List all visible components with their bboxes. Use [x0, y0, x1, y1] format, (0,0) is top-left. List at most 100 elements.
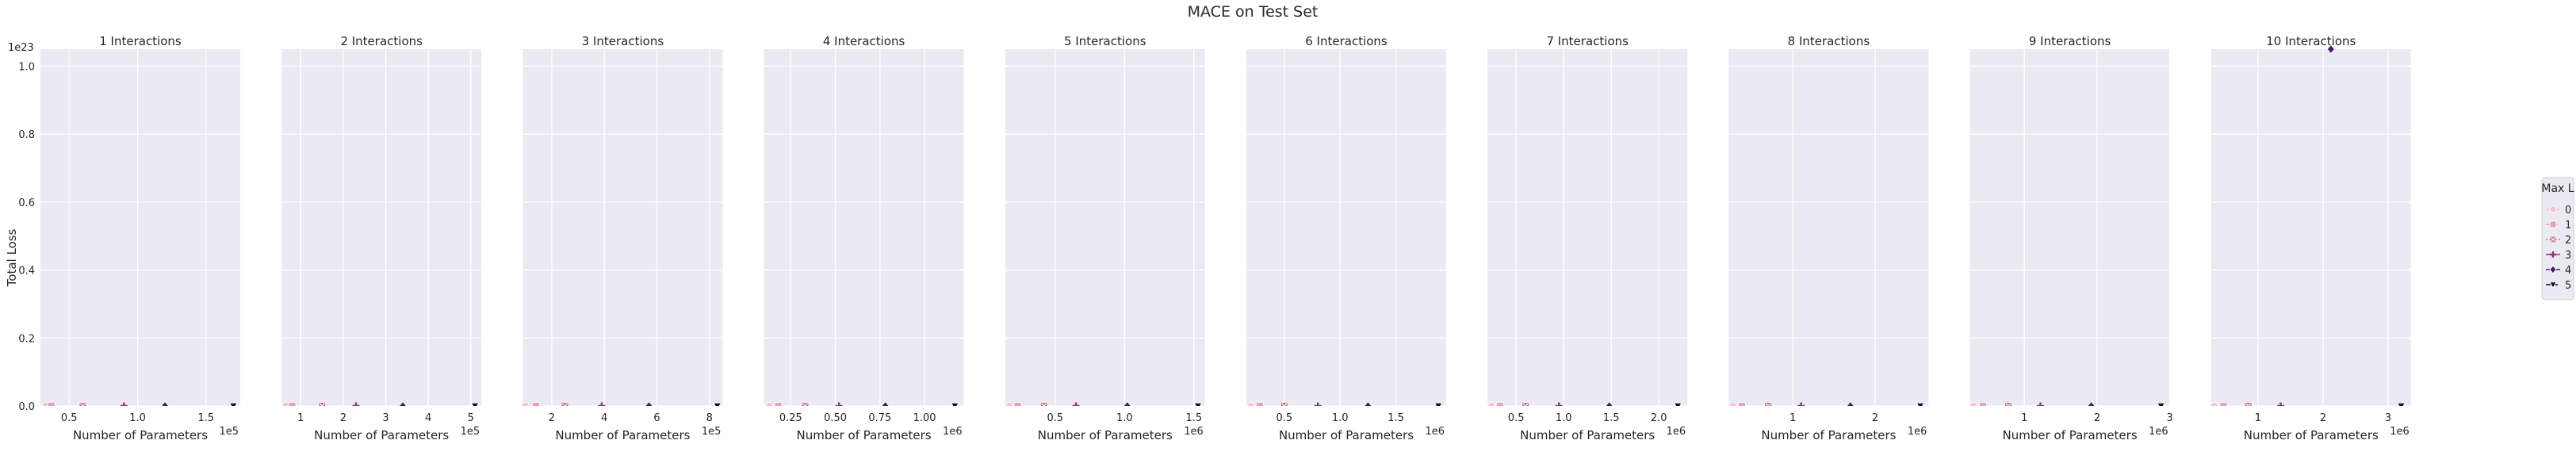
subplot: 1 2 3 9 Interactions Number of Parameters 1e6 — [1969, 34, 2173, 442]
subplot: 2 4 6 8 3 Interactions Number of Parameters 1e… — [521, 34, 723, 442]
data-point — [2036, 402, 2044, 406]
data-point — [2004, 402, 2013, 406]
data-point — [1433, 403, 1443, 406]
subplot: 1 2 8 Interactions Number of Parameters 1e6 — [1728, 34, 1929, 442]
x-tick-label: 5 — [468, 412, 474, 424]
data-point — [801, 402, 810, 406]
x-tick-label: 3 — [2385, 412, 2391, 424]
x-tick-label: 1.00 — [913, 412, 936, 424]
data-point — [1728, 402, 1737, 406]
legend-marker — [2549, 265, 2557, 274]
data-point — [2087, 400, 2096, 406]
data-point — [470, 403, 480, 406]
data-point — [1674, 403, 1682, 406]
x-axis-label: Number of Parameters — [2003, 428, 2138, 442]
x-tick-label: 6 — [653, 412, 660, 424]
plot-area — [1487, 49, 1688, 406]
data-point — [2219, 402, 2228, 406]
data-point — [1487, 402, 1495, 406]
legend-marker — [2549, 205, 2557, 213]
legend-marker — [2550, 251, 2556, 258]
data-point — [398, 400, 408, 406]
subplot: 0.0 0.2 0.4 0.6 0.8 1.0 0.5 1.0 1.5 1 Interaction… — [18, 34, 240, 442]
data-point — [561, 402, 569, 406]
x-tick-label: 1.0 — [1332, 412, 1349, 424]
data-point — [1314, 402, 1322, 406]
x-tick-label: 1 — [297, 412, 304, 424]
plot-area — [1969, 49, 2170, 406]
x-offset-label: 1e6 — [2149, 426, 2168, 438]
x-offset-label: 1e6 — [1908, 426, 1927, 438]
data-point — [881, 400, 890, 406]
legend-label: 5 — [2565, 280, 2571, 292]
data-point — [532, 402, 540, 406]
plot-area — [1728, 49, 1929, 406]
y-tick-label: 0.2 — [18, 333, 35, 345]
x-axis-label: Number of Parameters — [555, 428, 690, 442]
plot-area — [522, 49, 723, 406]
x-tick-label: 2 — [2320, 412, 2326, 424]
subplot-title: 3 Interactions — [582, 34, 664, 48]
figure-title: MACE on Test Set — [1188, 3, 1319, 21]
legend-title: Max L — [2541, 182, 2574, 195]
data-point — [1039, 402, 1048, 406]
x-axis-label: Number of Parameters — [1038, 428, 1173, 442]
subplot-title: 8 Interactions — [1788, 34, 1870, 48]
legend-entry: 1 — [2546, 220, 2571, 232]
data-point — [1364, 400, 1372, 406]
x-axis-label: Number of Parameters — [2244, 428, 2379, 442]
data-point — [1193, 403, 1203, 406]
subplots: 0.0 0.2 0.4 0.6 0.8 1.0 0.5 1.0 1.5 1 Interaction… — [18, 34, 2411, 442]
x-axis-label: Number of Parameters — [73, 428, 208, 442]
subplot: 0.5 1.0 1.5 2.0 7 Interactions Number of Para… — [1487, 34, 1688, 442]
x-tick-label: 4 — [601, 412, 607, 424]
series-group — [281, 400, 480, 406]
x-tick-label: 2 — [340, 412, 346, 424]
x-tick-label: 0.5 — [1508, 412, 1525, 424]
x-tick-label: 8 — [706, 412, 713, 424]
series-group — [765, 400, 959, 406]
x-tick-label: 1.5 — [198, 412, 215, 424]
x-offset-label: 1e6 — [1425, 426, 1445, 438]
x-offset-label: 1e6 — [1184, 426, 1204, 438]
data-point — [835, 402, 843, 406]
data-point — [1969, 402, 1978, 406]
data-point — [2210, 402, 2218, 406]
x-tick-label: 1.5 — [1185, 412, 1202, 424]
x-axis-label: Number of Parameters — [797, 428, 932, 442]
x-tick-label: 1.5 — [1388, 412, 1404, 424]
plot-area — [1246, 49, 1446, 406]
x-tick-label: 0.5 — [1047, 412, 1063, 424]
data-point — [951, 403, 959, 406]
legend-marker — [2549, 220, 2557, 228]
series-group — [1246, 400, 1443, 406]
data-point — [1005, 402, 1013, 406]
series-group — [42, 400, 238, 406]
legend-label: 2 — [2565, 235, 2571, 247]
data-point — [1555, 402, 1563, 406]
x-offset-label: 1e6 — [2390, 426, 2409, 438]
subplot-title: 5 Interactions — [1064, 34, 1146, 48]
x-tick-label: 2 — [549, 412, 555, 424]
x-tick-label: 1 — [2255, 412, 2261, 424]
x-tick-label: 1 — [1789, 412, 1796, 424]
data-point — [1246, 402, 1255, 406]
data-point — [1013, 402, 1022, 406]
data-point — [2244, 402, 2253, 406]
x-tick-label: 0.25 — [779, 412, 802, 424]
data-point — [774, 402, 783, 406]
x-offset-label: 1e6 — [943, 426, 963, 438]
x-tick-label: 1.0 — [129, 412, 146, 424]
data-point — [1495, 402, 1504, 406]
data-point — [161, 400, 170, 406]
x-offset-label: 1e5 — [702, 426, 722, 438]
y-tick-label: 0.4 — [18, 266, 35, 278]
x-tick-label: 4 — [425, 412, 431, 424]
data-point — [645, 400, 653, 406]
legend-marker — [2549, 235, 2557, 243]
data-point — [352, 402, 360, 406]
x-tick-label: 1 — [2021, 412, 2027, 424]
data-point — [2397, 403, 2406, 406]
subplot: 0.5 1.0 1.5 6 Interactions Number of Paramet… — [1246, 34, 1446, 442]
